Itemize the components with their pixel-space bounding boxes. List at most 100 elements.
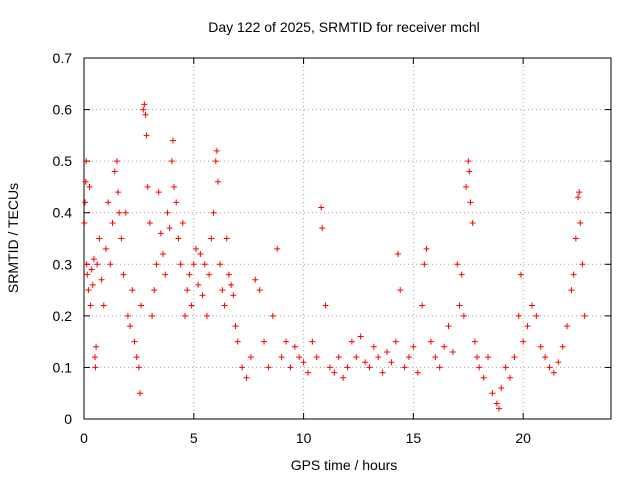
data-point: [445, 323, 452, 330]
data-point: [151, 287, 158, 294]
data-point: [82, 178, 89, 185]
data-point: [524, 323, 531, 330]
data-point: [243, 374, 250, 381]
data-point: [212, 158, 219, 165]
data-point: [296, 354, 303, 361]
data-point: [401, 364, 408, 371]
data-point: [102, 245, 109, 252]
data-point: [326, 364, 333, 371]
data-point: [581, 312, 588, 319]
data-point: [93, 343, 100, 350]
data-point: [84, 271, 91, 278]
data-point: [225, 271, 232, 278]
data-point: [348, 338, 355, 345]
data-point: [269, 312, 276, 319]
data-point: [127, 323, 134, 330]
data-point: [91, 354, 98, 361]
data-point: [432, 354, 439, 361]
data-point: [177, 261, 184, 268]
data-point: [460, 312, 467, 319]
data-point: [164, 209, 171, 216]
data-point: [331, 369, 338, 376]
data-point: [192, 245, 199, 252]
data-point: [489, 390, 496, 397]
x-tick-label: 20: [515, 430, 531, 446]
data-point: [427, 338, 434, 345]
data-point: [138, 302, 145, 309]
data-point: [87, 302, 94, 309]
data-point: [221, 302, 228, 309]
data-point: [162, 271, 169, 278]
data-point: [506, 374, 513, 381]
data-point: [217, 261, 224, 268]
data-point: [136, 390, 143, 397]
data-point: [173, 199, 180, 206]
data-point: [232, 323, 239, 330]
y-tick-label: 0.3: [53, 256, 73, 272]
data-point: [485, 354, 492, 361]
data-point: [542, 354, 549, 361]
data-point: [423, 245, 430, 252]
data-point: [474, 354, 481, 361]
data-point: [322, 302, 329, 309]
data-point: [168, 158, 175, 165]
data-point: [169, 137, 176, 144]
data-point: [190, 261, 197, 268]
data-point: [309, 338, 316, 345]
axis-tick-labels: 0 0.1 0.2 0.3 0.4 0.5 0.6 0.7 0 5 10 15 20: [53, 50, 532, 446]
data-point: [576, 189, 583, 196]
data-point: [559, 343, 566, 350]
data-point: [153, 261, 160, 268]
data-point: [366, 364, 373, 371]
data-point: [199, 292, 206, 299]
data-point: [335, 354, 342, 361]
data-point: [414, 369, 421, 376]
y-tick-label: 0.6: [53, 102, 73, 118]
data-point: [274, 245, 281, 252]
data-point: [458, 271, 465, 278]
data-point: [155, 189, 162, 196]
data-point: [88, 266, 95, 273]
data-point: [397, 287, 404, 294]
y-tick-label: 0.1: [53, 359, 73, 375]
x-tick-label: 10: [296, 430, 312, 446]
data-point: [135, 364, 142, 371]
data-point: [375, 354, 382, 361]
data-point: [370, 343, 377, 350]
data-point: [502, 364, 509, 371]
data-point: [89, 281, 96, 288]
data-point: [124, 312, 131, 319]
data-point: [467, 199, 474, 206]
data-point: [537, 343, 544, 350]
data-point: [252, 276, 259, 283]
data-point: [568, 287, 575, 294]
data-point: [195, 281, 202, 288]
data-point: [357, 333, 364, 340]
data-point: [493, 400, 500, 407]
data-point: [287, 364, 294, 371]
data-point: [278, 354, 285, 361]
data-point: [230, 292, 237, 299]
data-point: [463, 183, 470, 190]
data-point: [476, 364, 483, 371]
data-point: [344, 364, 351, 371]
data-point: [421, 261, 428, 268]
data-point: [179, 220, 186, 227]
data-point: [214, 178, 221, 185]
data-point: [515, 312, 522, 319]
data-point: [115, 189, 122, 196]
data-point: [213, 147, 220, 154]
data-point: [133, 354, 140, 361]
data-point: [100, 302, 107, 309]
data-point: [313, 354, 320, 361]
data-point: [496, 405, 503, 412]
data-point: [283, 338, 290, 345]
data-point: [96, 235, 103, 242]
data-point: [340, 374, 347, 381]
data-point: [441, 343, 448, 350]
data-point: [436, 364, 443, 371]
data-point: [120, 271, 127, 278]
data-point: [149, 312, 156, 319]
data-point: [395, 250, 402, 257]
